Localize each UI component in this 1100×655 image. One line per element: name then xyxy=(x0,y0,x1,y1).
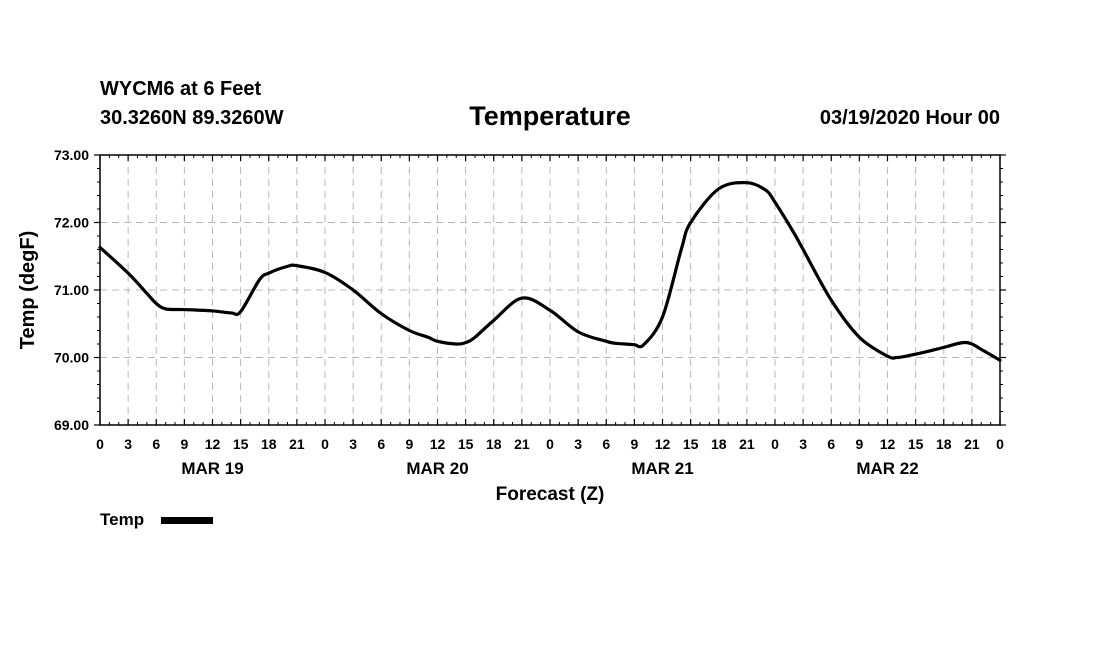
datetime-label: 03/19/2020 Hour 00 xyxy=(820,107,1000,129)
legend-swatch xyxy=(161,517,213,524)
x-tick-label: 3 xyxy=(349,436,357,452)
x-tick-label: 12 xyxy=(205,436,221,452)
y-axis-label: Temp (degF) xyxy=(17,231,39,350)
x-tick-label: 3 xyxy=(574,436,582,452)
y-tick-label: 69.00 xyxy=(54,417,89,433)
y-tick-label: 70.00 xyxy=(54,350,89,366)
x-tick-label: 21 xyxy=(739,436,755,452)
x-tick-label: 0 xyxy=(546,436,554,452)
x-tick-label: 6 xyxy=(377,436,385,452)
day-label: MAR 20 xyxy=(406,459,468,478)
x-axis-label: Forecast (Z) xyxy=(496,484,605,505)
x-tick-label: 6 xyxy=(602,436,610,452)
x-tick-label: 9 xyxy=(405,436,413,452)
gridlines xyxy=(100,155,1000,425)
plot-frame xyxy=(99,154,1001,426)
x-tick-label: 18 xyxy=(486,436,502,452)
x-tick-label: 15 xyxy=(458,436,474,452)
x-tick-label: 21 xyxy=(514,436,530,452)
x-tick-label: 12 xyxy=(880,436,896,452)
x-tick-label: 21 xyxy=(964,436,980,452)
x-tick-label: 3 xyxy=(799,436,807,452)
station-label: WYCM6 at 6 Feet xyxy=(100,78,261,100)
x-tick-label: 9 xyxy=(180,436,188,452)
x-tick-label: 15 xyxy=(908,436,924,452)
x-tick-label: 18 xyxy=(261,436,277,452)
x-tick-label: 6 xyxy=(827,436,835,452)
x-tick-label: 3 xyxy=(124,436,132,452)
x-tick-label: 6 xyxy=(152,436,160,452)
x-tick-label: 9 xyxy=(855,436,863,452)
x-tick-label: 9 xyxy=(630,436,638,452)
x-tick-label: 0 xyxy=(996,436,1004,452)
series-layer xyxy=(98,180,1002,362)
x-tick-label: 12 xyxy=(655,436,671,452)
day-label: MAR 21 xyxy=(631,459,693,478)
x-tick-label: 15 xyxy=(233,436,249,452)
x-tick-label: 21 xyxy=(289,436,305,452)
x-tick-label: 0 xyxy=(321,436,329,452)
x-tick-label: 18 xyxy=(711,436,727,452)
legend-label: Temp xyxy=(100,510,144,529)
x-tick-label: 12 xyxy=(430,436,446,452)
legend: Temp xyxy=(100,510,213,529)
y-tick-label: 71.00 xyxy=(54,282,89,298)
coordinates-label: 30.3260N 89.3260W xyxy=(100,107,284,129)
chart-title: Temperature xyxy=(469,101,631,131)
series-line-temp xyxy=(98,180,1002,362)
y-tick-label: 73.00 xyxy=(54,147,89,163)
day-label: MAR 19 xyxy=(181,459,243,478)
x-tick-label: 0 xyxy=(771,436,779,452)
day-label: MAR 22 xyxy=(856,459,918,478)
x-tick-label: 15 xyxy=(683,436,699,452)
y-tick-label: 72.00 xyxy=(54,215,89,231)
x-tick-label: 18 xyxy=(936,436,952,452)
x-tick-label: 0 xyxy=(96,436,104,452)
axis-tick-labels: 69.00 70.00 71.00 72.00 73.00 0 3 6 9 12 15 18 21 0 3 6… xyxy=(54,147,1004,478)
